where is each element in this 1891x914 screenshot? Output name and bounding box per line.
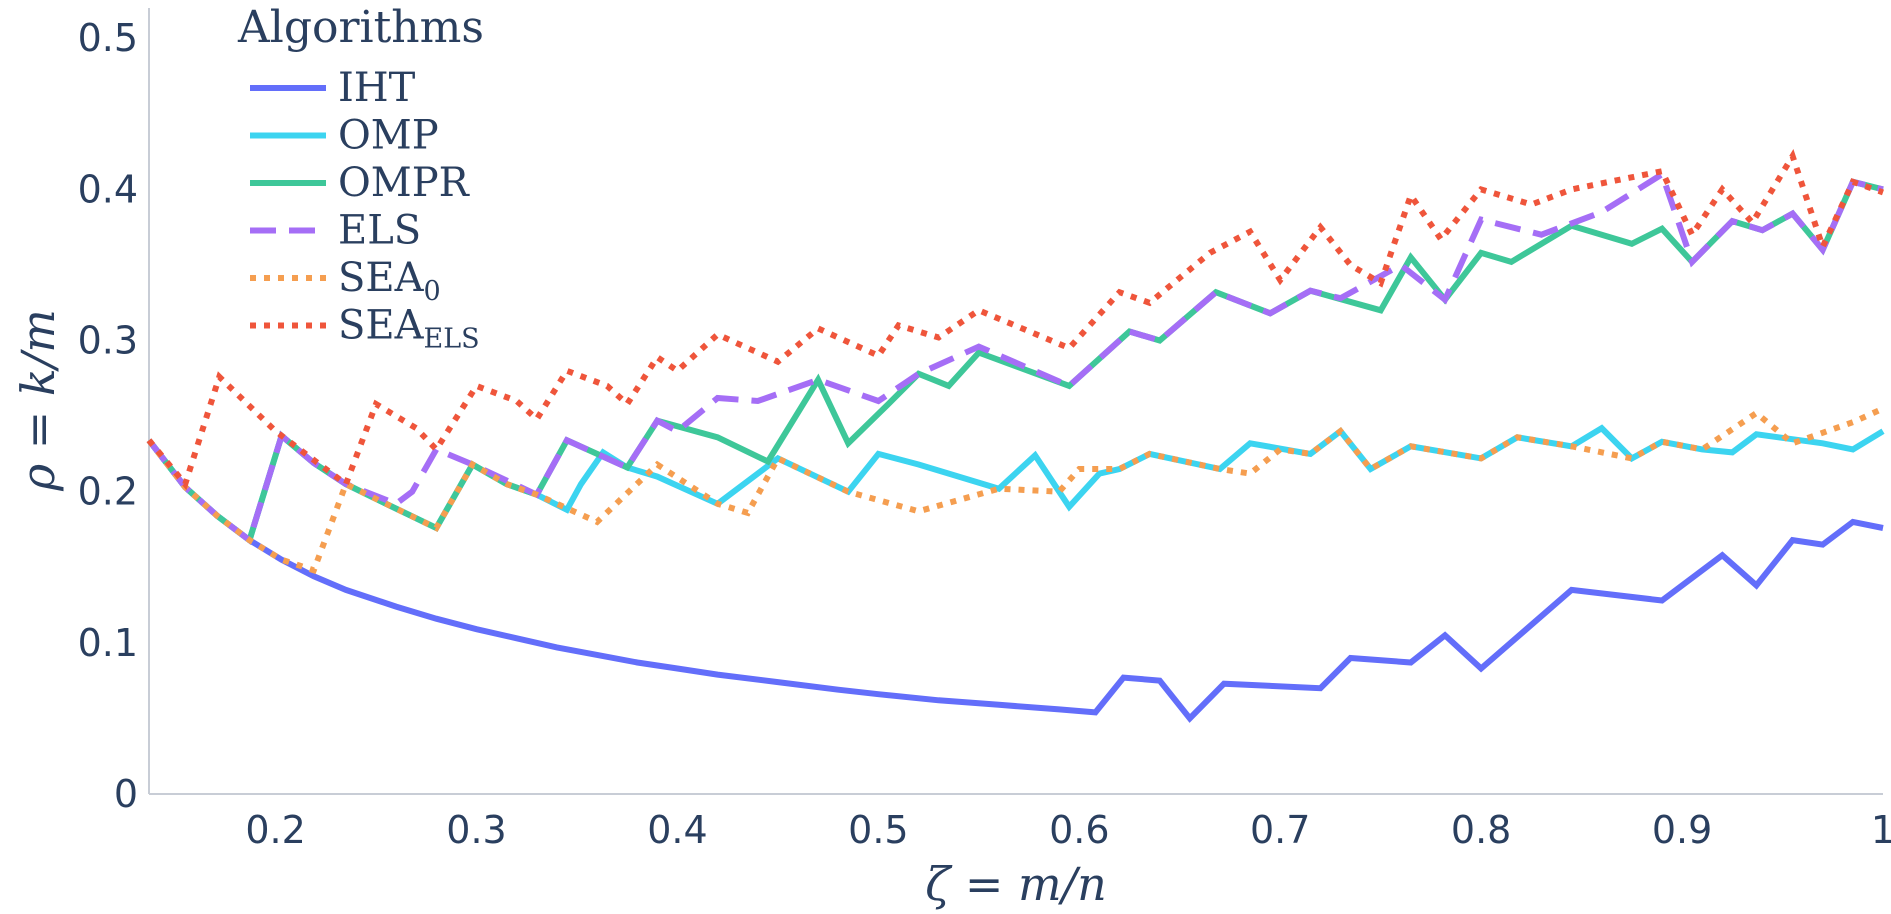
- x-tick-label: 0.3: [446, 808, 506, 852]
- y-tick-label: 0.1: [78, 621, 138, 665]
- legend-label: SEAELS: [338, 303, 480, 355]
- axes: [148, 8, 1883, 795]
- series-line-omp: [146, 424, 1885, 546]
- x-tick-label: 0.7: [1250, 808, 1310, 852]
- legend-label: OMPR: [338, 160, 471, 206]
- series-line-sea-els: [146, 148, 1884, 491]
- y-tick-label: 0.2: [78, 470, 138, 514]
- series-lines: [146, 148, 1885, 723]
- x-tick-label: 0.6: [1049, 808, 1109, 852]
- legend-label: ELS: [338, 208, 421, 254]
- series-line-els: [146, 169, 1884, 546]
- x-tick-labels: 0.2 0.3 0.4 0.5 0.6 0.7 0.8 0.9 1: [245, 808, 1891, 852]
- x-tick-label: 1: [1871, 808, 1891, 852]
- legend-label: SEA0: [338, 255, 441, 307]
- y-axis-title: ρ = k/m: [11, 309, 65, 492]
- x-tick-label: 0.2: [245, 808, 305, 852]
- series-line-iht: [146, 438, 1884, 723]
- series-line-ompr: [146, 178, 1884, 546]
- legend-label: IHT: [338, 65, 416, 111]
- x-tick-label: 0.4: [647, 808, 707, 852]
- legend-title: Algorithms: [237, 2, 484, 53]
- y-tick-label: 0.3: [78, 319, 138, 363]
- x-axis-title: ζ = m/n: [925, 857, 1106, 911]
- legend-label: OMP: [338, 113, 439, 159]
- x-tick-label: 0.9: [1652, 808, 1712, 852]
- series-line-sea-0: [146, 405, 1885, 575]
- y-tick-label: 0: [114, 772, 138, 816]
- y-tick-label: 0.4: [78, 167, 138, 211]
- y-tick-label: 0.5: [78, 16, 138, 60]
- x-tick-label: 0.8: [1451, 808, 1511, 852]
- y-tick-labels: 0 0.1 0.2 0.3 0.4 0.5: [78, 16, 138, 816]
- x-tick-label: 0.5: [848, 808, 908, 852]
